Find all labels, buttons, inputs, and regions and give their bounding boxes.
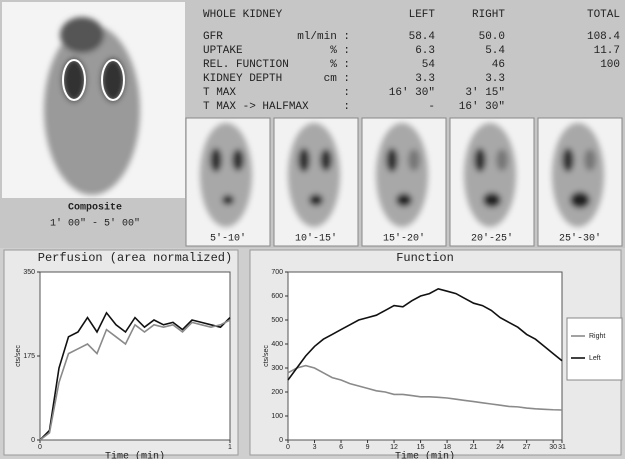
x-tick-label: 0 [38, 444, 42, 451]
chart-title: Perfusion (area normalized) [38, 251, 232, 265]
table-cell: % : [330, 59, 350, 71]
bladder [483, 193, 501, 208]
table-cell: - [428, 101, 435, 113]
table-cell: 58.4 [409, 31, 436, 43]
x-tick-label: 21 [470, 444, 478, 451]
x-tick-label: 18 [443, 444, 451, 451]
bladder [309, 194, 323, 206]
body [552, 123, 604, 227]
table-cell: 3' 15" [465, 87, 505, 99]
x-tick-label: 24 [496, 444, 504, 451]
screen: Composite 1' 00" - 5' 00" WHOLE KIDNEY LE… [0, 0, 625, 459]
kidney [474, 148, 486, 172]
x-tick-label: 3 [313, 444, 317, 451]
y-tick-label: 200 [271, 389, 283, 396]
table-cell: : [343, 87, 350, 99]
bladder [396, 193, 412, 206]
y-tick-label: 500 [271, 317, 283, 324]
kidney [408, 149, 420, 171]
frame-label: 20'-25' [471, 233, 513, 245]
table-cell: GFR [203, 31, 223, 43]
y-tick-label: 350 [23, 269, 35, 276]
table-cell: % : [330, 45, 350, 57]
frame-scan [376, 123, 428, 227]
kidney [232, 149, 244, 171]
plot-area [288, 272, 562, 440]
kidney [210, 148, 222, 172]
y-axis-label: cts/sec [263, 345, 270, 367]
frame-scan [464, 123, 516, 227]
body [200, 123, 252, 227]
y-tick-label: 400 [271, 341, 283, 348]
x-tick-label: 9 [366, 444, 370, 451]
frame-scan [552, 123, 604, 227]
table-cell: 3.3 [485, 73, 505, 85]
frame-label: 15'-20' [383, 233, 425, 245]
legend [567, 318, 622, 380]
table-cell: 108.4 [587, 31, 620, 43]
x-tick-label: 0 [286, 444, 290, 451]
table-header: RIGHT [472, 9, 505, 21]
kidney [562, 148, 574, 172]
table-header: TOTAL [587, 9, 620, 21]
y-tick-label: 600 [271, 293, 283, 300]
body [376, 123, 428, 227]
table-cell: 5.4 [485, 45, 505, 57]
frame-label: 10'-15' [295, 233, 337, 245]
legend-label: Right [589, 333, 605, 340]
y-tick-label: 700 [271, 269, 283, 276]
table-cell: : [343, 101, 350, 113]
frame-scan [200, 123, 252, 227]
table-header: WHOLE KIDNEY [203, 9, 283, 21]
x-tick-label: 1 [228, 444, 232, 451]
bladder [222, 195, 234, 205]
kidney [320, 149, 332, 171]
body [288, 123, 340, 227]
kidney [496, 149, 508, 171]
table-cell: 54 [422, 59, 436, 71]
kidney [584, 149, 596, 171]
table-cell: REL. FUNCTION [203, 59, 289, 71]
table-cell: 16' 30" [389, 87, 435, 99]
table-header: LEFT [409, 9, 436, 21]
body [464, 123, 516, 227]
x-axis-label: Time (min) [395, 451, 455, 459]
composite-range: 1' 00" - 5' 00" [50, 218, 140, 230]
kidney [298, 148, 310, 172]
y-tick-label: 175 [23, 353, 35, 360]
table-cell: KIDNEY DEPTH [203, 73, 282, 85]
frame-scan [288, 123, 340, 227]
x-tick-label: 30 [549, 444, 557, 451]
table-cell: 16' 30" [459, 101, 505, 113]
table-cell: 3.3 [415, 73, 435, 85]
x-tick-label: 27 [523, 444, 531, 451]
table-cell: 50.0 [479, 31, 505, 43]
table-cell: 6.3 [415, 45, 435, 57]
table-cell: 100 [600, 59, 620, 71]
table-cell: 46 [492, 59, 505, 71]
y-tick-label: 300 [271, 365, 283, 372]
table-cell: UPTAKE [203, 45, 243, 57]
composite-title: Composite [68, 202, 122, 214]
x-tick-label: 6 [339, 444, 343, 451]
kidney [386, 148, 398, 172]
table-cell: T MAX [203, 87, 236, 99]
x-tick-label: 31 [558, 444, 566, 451]
bladder [570, 192, 590, 208]
y-tick-label: 0 [279, 437, 283, 444]
legend-label: Left [589, 355, 601, 362]
table-cell: ml/min : [297, 31, 350, 43]
y-axis-label: cts/sec [15, 345, 22, 367]
frame-label: 25'-30' [559, 233, 601, 245]
chart-title: Function [396, 251, 454, 265]
frame-label: 5'-10' [210, 233, 246, 245]
x-tick-label: 12 [390, 444, 398, 451]
y-tick-label: 0 [31, 437, 35, 444]
x-tick-label: 15 [417, 444, 425, 451]
table-cell: 11.7 [594, 45, 620, 57]
x-axis-label: Time (min) [105, 451, 165, 459]
y-tick-label: 100 [271, 413, 283, 420]
table-cell: cm : [324, 73, 350, 85]
table-cell: T MAX -> HALFMAX [203, 101, 309, 113]
